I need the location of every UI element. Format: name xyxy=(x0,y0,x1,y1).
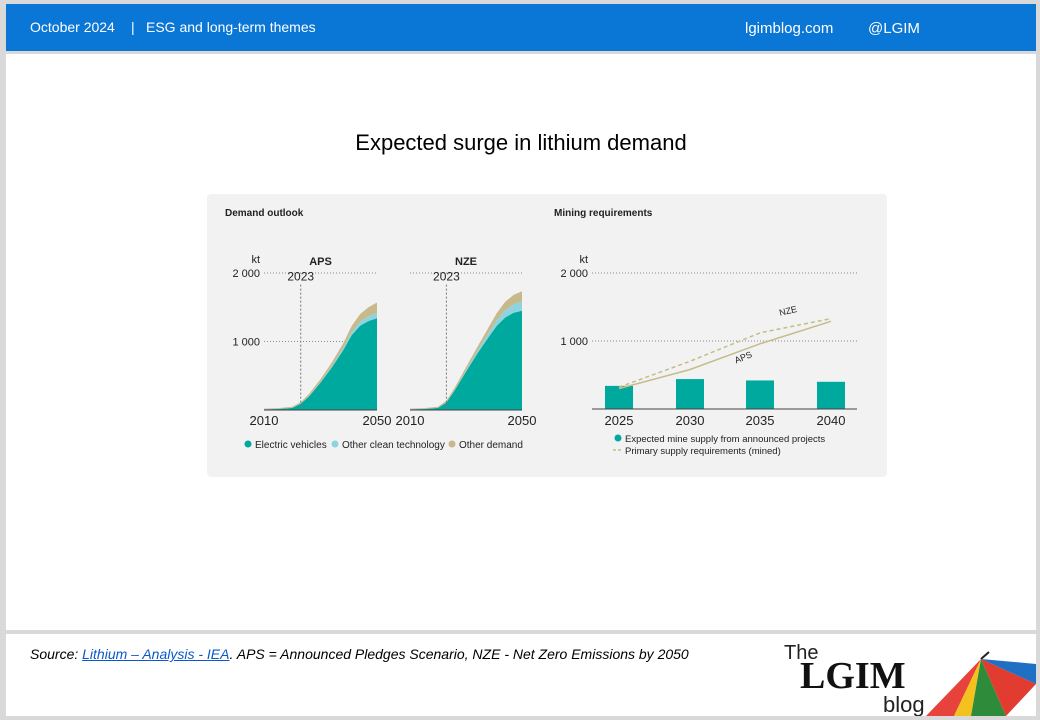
aps-2023-marker-label: 2023 xyxy=(287,270,314,284)
legend-label-other-demand: Other demand xyxy=(459,440,523,451)
mining-x-tick-label: 2035 xyxy=(746,413,775,428)
header-date: October 2024 xyxy=(30,19,115,35)
nze-title: NZE xyxy=(455,256,477,268)
mining-line-nze xyxy=(618,317,832,388)
mining-y-tick-label: 2 000 xyxy=(560,268,588,280)
slide-body: Expected surge in lithium demand Demand … xyxy=(6,54,1036,630)
legend-label-other-clean-technology: Other clean technology xyxy=(342,440,445,451)
section-title-mining: Mining requirements xyxy=(554,208,653,219)
mining-y-unit: kt xyxy=(579,254,588,266)
mining-bar-2030 xyxy=(676,379,704,409)
section-title-demand: Demand outlook xyxy=(225,208,304,219)
slide-title: Expected surge in lithium demand xyxy=(355,130,687,155)
aps-y-tick-label: 2 000 xyxy=(232,268,260,280)
mining-line-label-aps: APS xyxy=(733,349,753,365)
mining-bar-2040 xyxy=(817,381,845,409)
logo-lgim: LGIM xyxy=(800,655,906,697)
nze-2023-marker-label: 2023 xyxy=(433,270,460,284)
source-prefix: Source: xyxy=(30,646,83,662)
nze-x-tick-label: 2010 xyxy=(396,413,425,428)
nze-area-other-clean-technology xyxy=(410,301,522,410)
mining-line-aps xyxy=(618,320,832,390)
header-handle-link[interactable]: @LGIM xyxy=(868,20,920,37)
logo-the: The xyxy=(784,642,818,664)
nze-area-other-demand xyxy=(410,291,522,410)
mining-legend-swatch-bars xyxy=(614,434,622,442)
mining-legend-label-line: Primary supply requirements (mined) xyxy=(625,446,781,457)
legend-swatch-other-demand xyxy=(448,440,456,448)
header-bar: October 2024 | ESG and long-term themes … xyxy=(6,4,1036,51)
mining-x-tick-label: 2025 xyxy=(605,413,634,428)
header-site-link[interactable]: lgimblog.com xyxy=(745,20,834,37)
aps-title: APS xyxy=(309,256,332,268)
legend-label-electric-vehicles: Electric vehicles xyxy=(255,440,327,451)
aps-area-other-demand xyxy=(264,302,377,410)
source-note: Source: Lithium – Analysis - IEA. APS = … xyxy=(30,646,689,662)
mining-x-tick-label: 2030 xyxy=(676,413,705,428)
mining-y-tick-label: 1 000 xyxy=(560,336,588,348)
lgim-blog-logo: The LGIM blog xyxy=(784,642,1036,716)
aps-y-unit: kt xyxy=(251,254,260,266)
mining-bar-2025 xyxy=(605,385,633,409)
nze-area-electric-vehicles xyxy=(410,310,522,410)
aps-x-tick-label: 2050 xyxy=(363,413,392,428)
aps-area-other-clean-technology xyxy=(264,312,377,410)
mining-x-tick-label: 2040 xyxy=(817,413,846,428)
mining-bar-2035 xyxy=(746,380,774,409)
mining-legend-label-bars: Expected mine supply from announced proj… xyxy=(625,434,825,445)
header-separator: | xyxy=(131,19,135,35)
legend-swatch-other-clean-technology xyxy=(331,440,339,448)
source-link[interactable]: Lithium – Analysis - IEA xyxy=(82,646,230,662)
footer: Source: Lithium – Analysis - IEA. APS = … xyxy=(6,634,1036,716)
logo-blog: blog xyxy=(883,692,925,716)
source-rest: . APS = Announced Pledges Scenario, NZE … xyxy=(229,646,689,662)
aps-area-electric-vehicles xyxy=(264,318,377,410)
aps-y-tick-label: 1 000 xyxy=(232,337,260,349)
aps-x-tick-label: 2010 xyxy=(250,413,279,428)
nze-x-tick-label: 2050 xyxy=(508,413,537,428)
chart-canvas: Demand outlook Mining requirements kt 1 0… xyxy=(225,208,857,457)
chart-panel: Demand outlook Mining requirements kt 1 0… xyxy=(207,194,887,477)
umbrella-icon xyxy=(926,651,1036,716)
header-theme: ESG and long-term themes xyxy=(146,19,316,35)
legend-swatch-electric-vehicles xyxy=(244,440,252,448)
mining-line-label-nze: NZE xyxy=(778,304,798,318)
